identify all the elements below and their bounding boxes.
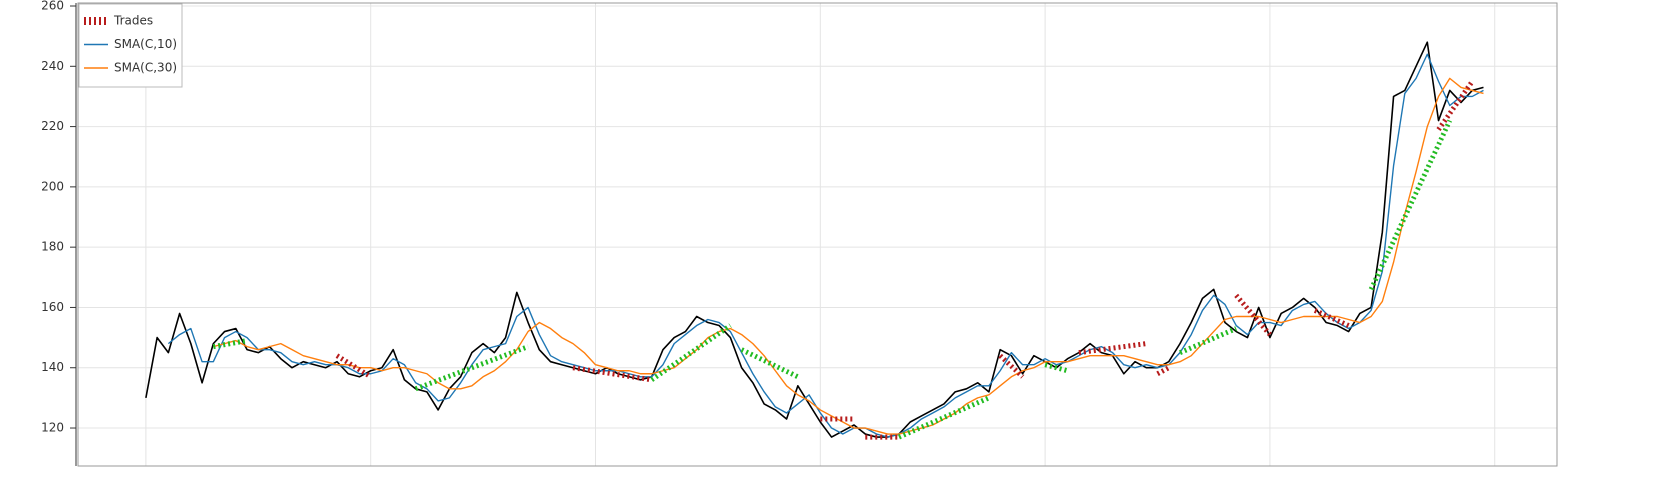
y-tick-label: 260 xyxy=(41,0,64,13)
y-tick-label: 180 xyxy=(41,240,64,254)
trade xyxy=(998,353,1025,379)
y-tick-label: 220 xyxy=(41,119,64,133)
y-tick-label: 140 xyxy=(41,360,64,374)
trade xyxy=(897,395,990,440)
legend: Trades SMA(C,10) SMA(C,30) xyxy=(78,3,183,88)
trade xyxy=(414,344,529,392)
trade xyxy=(1313,308,1350,328)
y-axis: 120 140 160 180 200 220 240 260 xyxy=(41,0,77,466)
series-line xyxy=(145,41,1484,438)
trade xyxy=(1156,365,1170,376)
trade xyxy=(1368,119,1453,291)
trade xyxy=(572,365,653,383)
trade xyxy=(1179,326,1238,355)
y-tick-label: 240 xyxy=(41,59,64,73)
legend-label: SMA(C,30) xyxy=(114,61,177,75)
trade xyxy=(1044,362,1069,374)
grid xyxy=(78,3,1557,466)
plot xyxy=(145,41,1484,440)
y-tick-label: 160 xyxy=(41,300,64,314)
trade xyxy=(740,347,799,380)
trade xyxy=(212,338,248,350)
trade xyxy=(650,323,732,382)
legend-box xyxy=(78,3,183,88)
trade xyxy=(335,353,373,379)
series-line xyxy=(167,53,1484,438)
series-line xyxy=(213,77,1484,435)
legend-label: SMA(C,10) xyxy=(114,37,177,51)
trade xyxy=(1234,293,1272,337)
y-tick-label: 120 xyxy=(41,421,64,435)
trade xyxy=(1078,341,1147,356)
plot-frame xyxy=(77,2,1558,467)
y-tick-label: 200 xyxy=(41,179,64,193)
legend-label: Trades xyxy=(113,14,153,28)
